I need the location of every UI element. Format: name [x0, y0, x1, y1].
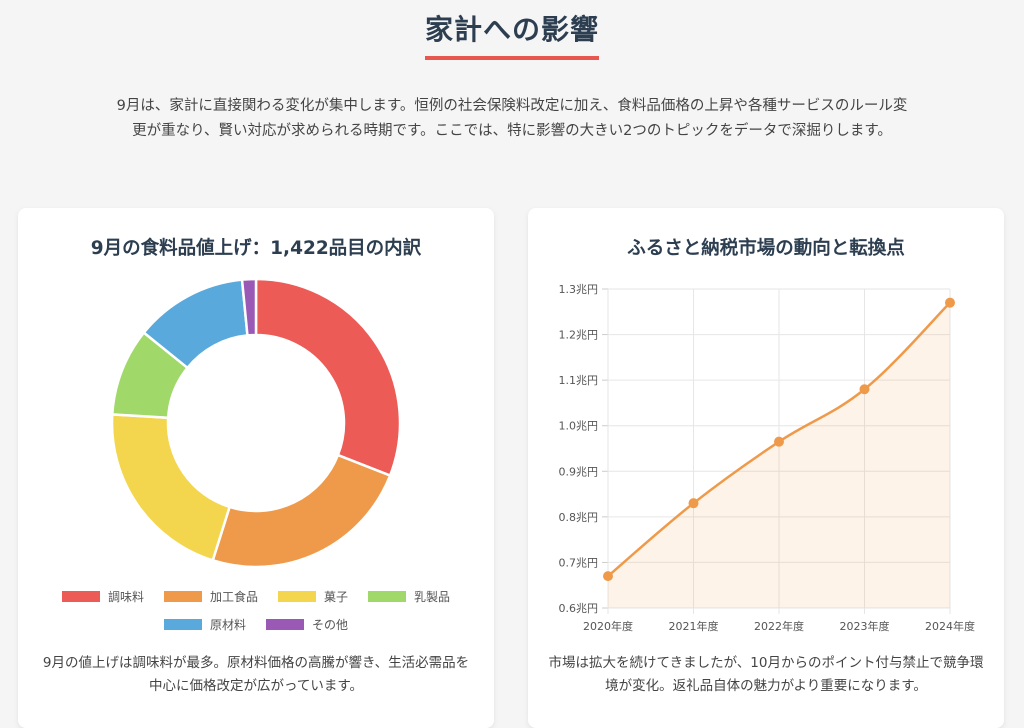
data-point[interactable]	[688, 498, 699, 509]
y-tick-label: 0.7兆円	[559, 556, 599, 569]
section-header: 家計への影響	[0, 8, 1024, 60]
legend-item[interactable]: 調味料	[61, 588, 144, 605]
x-tick-label: 2020年度	[583, 619, 633, 633]
donut-chart-title: 9月の食料品値上げ：1,422品目の内訳	[90, 238, 422, 259]
legend-item[interactable]: 乳製品	[368, 588, 450, 605]
legend-label: 乳製品	[414, 589, 451, 604]
legend-item[interactable]: その他	[266, 616, 348, 633]
legend-item[interactable]: 菓子	[278, 588, 348, 605]
intro-text: 9月は、家計に直接関わる変化が集中します。恒例の社会保険料改定に加え、食料品価格…	[116, 98, 908, 139]
legend-label: 原材料	[209, 617, 246, 632]
donut-slice-2[interactable]	[211, 453, 392, 569]
donut-slice-6[interactable]	[240, 277, 258, 337]
donut-slice-3[interactable]	[110, 413, 232, 562]
x-tick-label: 2023年度	[840, 619, 890, 633]
line-chart-title: ふるさと納税市場の動向と転換点	[627, 238, 905, 259]
line-caption: 市場は拡大を続けてきましたが、10月からのポイント付与禁止で競争環境が変化。返礼…	[548, 655, 984, 694]
x-tick-label: 2021年度	[669, 619, 719, 633]
page-title: 家計への影響	[424, 8, 599, 60]
legend-label: その他	[312, 617, 349, 632]
y-tick-label: 1.3兆円	[559, 283, 599, 296]
legend-row: 調味料 加工食品 菓子 乳製品	[18, 582, 494, 610]
legend-item[interactable]: 加工食品	[163, 588, 258, 605]
data-point[interactable]	[774, 436, 784, 447]
legend-label: 調味料	[107, 589, 144, 604]
y-tick-label: 0.9兆円	[559, 465, 599, 478]
legend-row: 原材料 その他	[18, 610, 494, 638]
line-chart: 0.6兆円 0.7兆円 0.8兆円 0.9兆円 1.0兆円 1.1兆円 1.2兆円 1.3兆円…	[559, 283, 976, 633]
y-tick-label: 1.1兆円	[559, 374, 599, 387]
legend-swatch	[61, 590, 100, 602]
x-tick-label: 2024年度	[925, 619, 975, 633]
series-area	[608, 302, 950, 608]
donut-chart-card: 9月の食料品値上げ：1,422品目の内訳 調味料 加工食品 菓子 乳製品 原材料 その他 …	[18, 208, 494, 728]
data-point[interactable]	[859, 384, 870, 395]
line-chart-card: ふるさと納税市場の動向と転換点 0.6兆円 0.7兆円 0.8兆円 0.9兆円 1.0兆…	[528, 208, 1004, 728]
legend-swatch	[163, 590, 202, 602]
donut-slice-1[interactable]	[254, 277, 402, 478]
legend-swatch	[278, 590, 316, 602]
data-point[interactable]	[945, 297, 955, 308]
data-point[interactable]	[603, 571, 613, 582]
legend-swatch	[368, 590, 407, 602]
donut-caption: 9月の値上げは調味料が最多。原材料価格の高騰が響き、生活必需品を中心に価格改定が…	[42, 655, 470, 694]
y-tick-label: 1.2兆円	[559, 329, 599, 342]
y-tick-label: 0.8兆円	[559, 511, 599, 524]
legend-item[interactable]: 原材料	[163, 616, 246, 633]
x-tick-label: 2022年度	[754, 619, 804, 633]
legend-label: 菓子	[324, 589, 349, 604]
donut-legend: 調味料 加工食品 菓子 乳製品原材料 その他	[18, 582, 494, 638]
legend-swatch	[163, 618, 202, 630]
donut-chart	[110, 277, 402, 569]
y-tick-label: 1.0兆円	[559, 420, 599, 433]
legend-swatch	[266, 618, 304, 630]
legend-label: 加工食品	[209, 589, 258, 604]
y-tick-label: 0.6兆円	[559, 602, 599, 615]
